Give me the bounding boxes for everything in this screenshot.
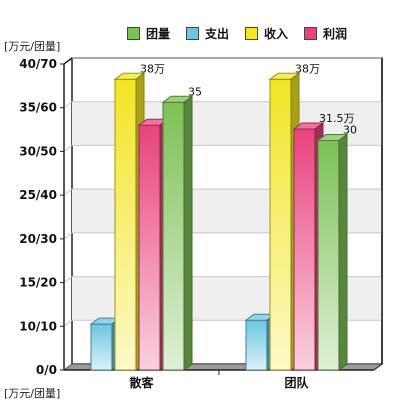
bar-value-label: 30 <box>343 124 357 137</box>
bar-value-label: 38万 <box>295 62 320 75</box>
legend-label-income: 收入 <box>264 26 289 41</box>
gridline-depth <box>63 188 73 196</box>
x-tick-label: 散客 <box>129 375 154 390</box>
legend-label-groups: 团量 <box>146 26 171 41</box>
y-tick-label: 25/40 <box>19 188 57 202</box>
plot-floor-edge <box>373 363 383 371</box>
legend-swatch-groups <box>127 26 140 40</box>
legend-item-groups: 团量 <box>127 25 170 42</box>
bar-front <box>317 140 340 371</box>
bar-value-label: 38万 <box>140 62 165 75</box>
legend-swatch-income <box>245 26 259 40</box>
bar-散客-团量 <box>161 95 194 371</box>
bar-团队-团量 <box>316 133 349 371</box>
gridline-depth <box>63 276 73 283</box>
bar-side <box>338 133 348 371</box>
y-unit-label-top: [万元/团量] <box>4 40 61 53</box>
bar-front <box>162 101 185 371</box>
y-tick-label: 35/60 <box>19 101 57 115</box>
chart-legend: 团量 支出 收入 利润 <box>127 24 363 42</box>
bar-value-label: 35 <box>188 85 202 98</box>
bar-side <box>183 95 193 371</box>
y-tick-label: 20/30 <box>19 232 57 246</box>
y-tick-label: 10/10 <box>19 319 57 333</box>
gridline-depth <box>63 319 73 327</box>
bar-front <box>90 323 113 371</box>
gridline-depth <box>63 145 73 152</box>
gridline-depth <box>63 101 73 109</box>
bar-front <box>293 128 316 371</box>
legend-label-expense: 支出 <box>205 26 230 41</box>
legend-item-profit: 利润 <box>304 25 347 42</box>
y-tick-label: 15/20 <box>19 276 57 290</box>
legend-swatch-expense <box>186 26 200 40</box>
bar-front <box>138 124 161 371</box>
legend-item-expense: 支出 <box>186 25 229 42</box>
y-tick-label: 40/70 <box>19 57 57 71</box>
x-tick-label: 团队 <box>284 375 309 390</box>
bar-front <box>245 319 268 371</box>
y-tick-label: 0/0 <box>36 363 57 377</box>
y-unit-label-bottom: [万元/团量] <box>4 387 61 400</box>
y-tick-label: 30/50 <box>19 144 57 158</box>
bar-value-label: 31.5万 <box>319 112 355 125</box>
legend-label-profit: 利润 <box>323 26 348 41</box>
gridline-depth <box>63 232 73 240</box>
y-axis-depth-top <box>63 57 73 65</box>
bar-front <box>269 78 292 371</box>
legend-swatch-profit <box>304 26 318 40</box>
bar-front <box>114 78 137 371</box>
legend-item-income: 收入 <box>245 25 288 42</box>
